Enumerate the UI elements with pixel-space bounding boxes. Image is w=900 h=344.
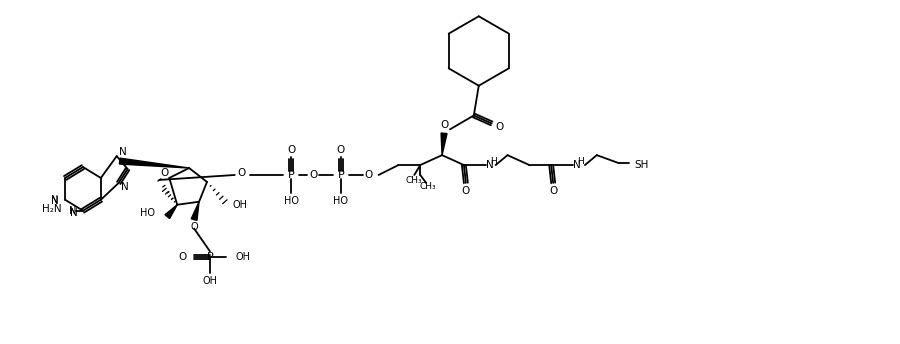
Text: O: O [364,170,373,180]
Text: O: O [462,186,470,196]
Text: SH: SH [634,160,649,170]
Polygon shape [120,158,189,168]
Text: P: P [338,170,345,180]
Text: OH: OH [233,200,248,210]
Text: O: O [287,145,295,155]
Text: O: O [337,145,345,155]
Text: N: N [486,160,493,170]
Text: O: O [238,168,246,178]
Text: O: O [440,120,448,130]
Text: N: N [50,195,58,205]
Text: P: P [288,170,294,180]
Text: H₂N: H₂N [41,204,61,214]
Text: N: N [121,182,129,192]
Text: H: H [578,157,584,165]
Polygon shape [165,205,177,218]
Text: HO: HO [333,196,348,206]
Text: O: O [549,186,557,196]
Text: H: H [491,157,497,165]
Text: HO: HO [140,208,156,218]
Text: OH: OH [236,252,251,262]
Text: N: N [70,208,78,218]
Text: N: N [119,147,126,157]
Polygon shape [441,133,447,155]
Text: O: O [178,252,186,262]
Text: O: O [190,222,198,232]
Text: CH₃: CH₃ [420,182,436,191]
Text: N: N [51,196,59,206]
Polygon shape [191,202,199,221]
Text: O: O [160,168,168,178]
Text: O: O [496,122,504,132]
Text: P: P [207,252,213,262]
Text: CH₃: CH₃ [406,176,423,185]
Text: O: O [309,170,317,180]
Text: N: N [68,206,76,216]
Text: OH: OH [202,276,218,286]
Text: HO: HO [284,196,299,206]
Text: N: N [573,160,580,170]
